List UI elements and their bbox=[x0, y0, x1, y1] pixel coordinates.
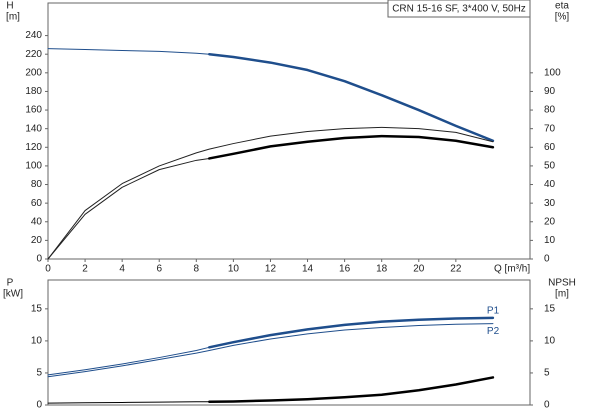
x-tick-label: 14 bbox=[302, 264, 314, 275]
y2-tick-label: 40 bbox=[544, 179, 556, 190]
curve-label: P1 bbox=[487, 305, 500, 316]
y2-tick-label: 60 bbox=[544, 142, 556, 153]
y2-axis-unit: [%] bbox=[555, 12, 570, 23]
x-tick-label: 4 bbox=[119, 264, 125, 275]
y2-tick-label: 20 bbox=[544, 216, 556, 227]
y2-tick-label: 10 bbox=[544, 336, 556, 347]
curve bbox=[208, 376, 495, 404]
y2-tick-label: 15 bbox=[544, 303, 556, 314]
y2-tick-label: 70 bbox=[544, 123, 556, 134]
y-tick-label: 240 bbox=[25, 30, 42, 41]
y-tick-label: 160 bbox=[25, 105, 42, 116]
curve bbox=[47, 48, 210, 55]
curve bbox=[47, 346, 210, 376]
curve bbox=[47, 401, 210, 404]
curve bbox=[208, 134, 495, 160]
x-tick-label: 12 bbox=[265, 264, 277, 275]
y2-tick-label: 5 bbox=[544, 368, 550, 379]
curve-label: P2 bbox=[487, 326, 500, 337]
y2-tick-label: 10 bbox=[544, 235, 556, 246]
y-tick-label: 15 bbox=[31, 303, 43, 314]
y2-tick-label: 50 bbox=[544, 161, 556, 172]
x-tick-label: 8 bbox=[194, 264, 200, 275]
y-tick-label: 80 bbox=[31, 179, 43, 190]
x-tick-label: 16 bbox=[339, 264, 351, 275]
curve bbox=[47, 157, 210, 260]
x-tick-label: 2 bbox=[82, 264, 88, 275]
y2-axis-unit: [m] bbox=[555, 289, 569, 300]
plot-frame bbox=[47, 2, 531, 260]
y-tick-label: 0 bbox=[36, 254, 42, 265]
y-tick-label: 180 bbox=[25, 86, 42, 97]
y-axis-unit: [m] bbox=[6, 12, 20, 23]
y-tick-label: 120 bbox=[25, 142, 42, 153]
y-tick-label: 40 bbox=[31, 216, 43, 227]
y-axis-unit: [kW] bbox=[3, 289, 23, 300]
x-tick-label: 6 bbox=[156, 264, 162, 275]
curve bbox=[47, 323, 494, 378]
y2-tick-label: 0 bbox=[544, 400, 550, 411]
y-tick-label: 220 bbox=[25, 49, 42, 60]
x-tick-label: 18 bbox=[376, 264, 388, 275]
y-tick-label: 10 bbox=[31, 336, 43, 347]
y-tick-label: 0 bbox=[36, 400, 42, 411]
y-tick-label: 140 bbox=[25, 123, 42, 134]
y2-tick-label: 30 bbox=[544, 198, 556, 209]
title-box bbox=[387, 0, 531, 18]
y-tick-label: 20 bbox=[31, 235, 43, 246]
x-axis-label: Q [m³/h] bbox=[494, 264, 530, 275]
y-axis-label: H bbox=[6, 1, 13, 12]
y2-tick-label: 80 bbox=[544, 105, 556, 116]
x-tick-label: 22 bbox=[450, 264, 462, 275]
chart-title: CRN 15-16 SF, 3*400 V, 50Hz bbox=[392, 4, 526, 15]
curve bbox=[208, 52, 495, 143]
curve bbox=[208, 316, 495, 349]
curve bbox=[47, 126, 494, 260]
y2-tick-label: 0 bbox=[544, 254, 550, 265]
y2-tick-label: 90 bbox=[544, 86, 556, 97]
x-tick-label: 0 bbox=[45, 264, 51, 275]
y-axis-label: P bbox=[7, 278, 14, 289]
y-tick-label: 200 bbox=[25, 67, 42, 78]
y-tick-label: 100 bbox=[25, 161, 42, 172]
y2-tick-label: 100 bbox=[544, 67, 561, 78]
y-tick-label: 60 bbox=[31, 198, 43, 209]
x-tick-label: 10 bbox=[228, 264, 240, 275]
x-tick-label: 20 bbox=[413, 264, 425, 275]
plot-frame bbox=[47, 279, 531, 406]
y2-axis-label: NPSH bbox=[548, 278, 576, 289]
y-tick-label: 5 bbox=[36, 368, 42, 379]
y2-axis-label: eta bbox=[555, 1, 569, 12]
